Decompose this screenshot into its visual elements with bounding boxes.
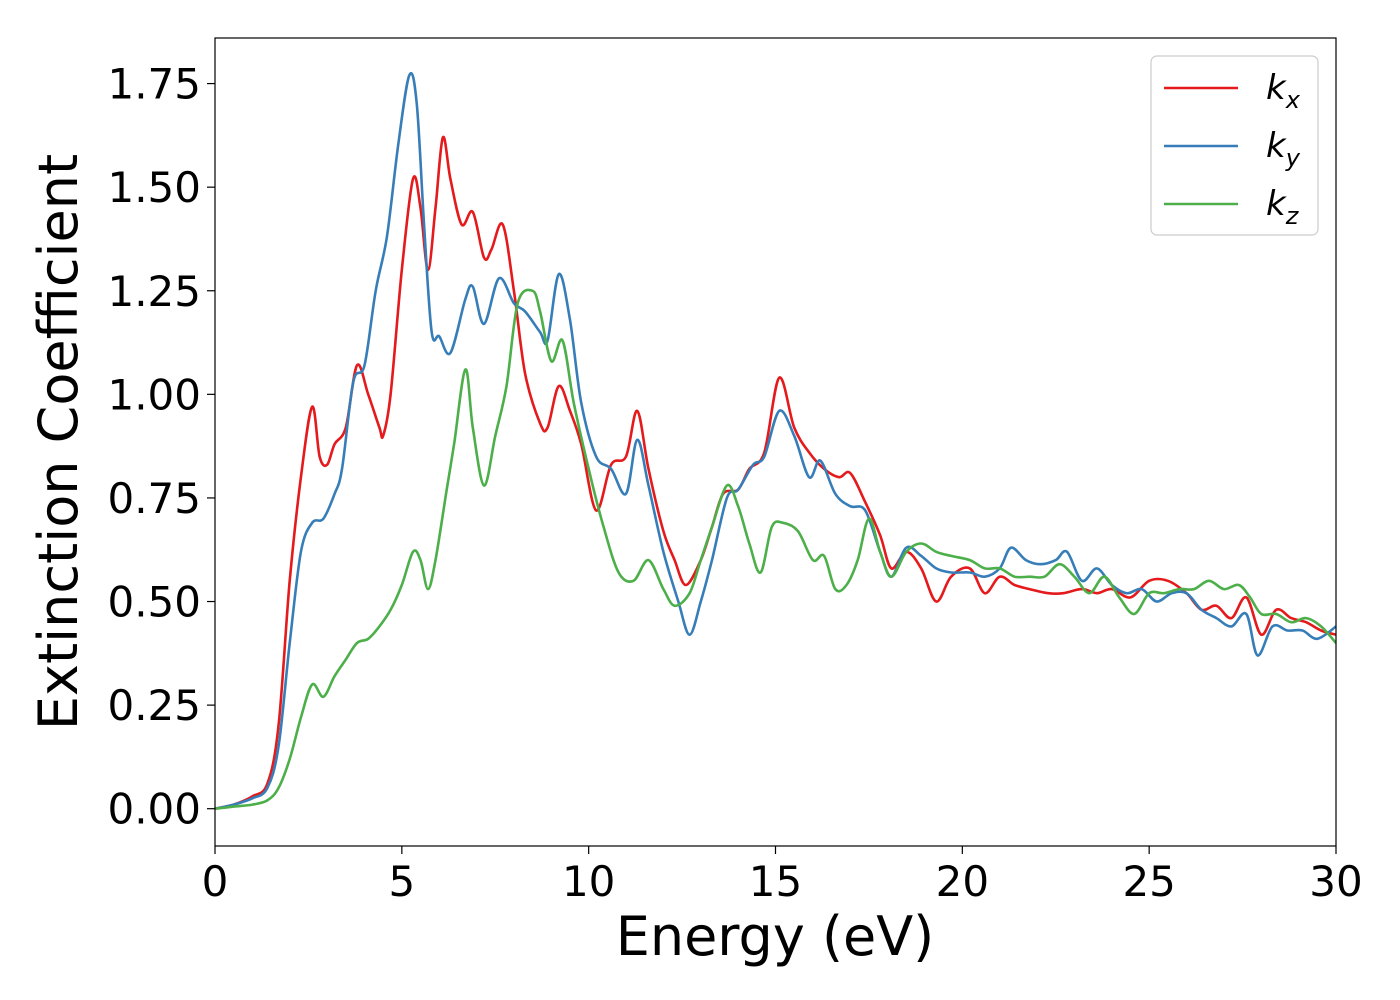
x-tick-label: 30 [1309,857,1362,906]
y-tick-label: 0.75 [107,474,201,523]
y-tick-label: 1.75 [107,60,201,109]
x-axis-label: Energy (eV) [616,905,935,968]
series-line-ky [215,72,1336,810]
x-tick-label: 15 [749,857,802,906]
y-tick-label: 0.50 [107,578,201,627]
y-tick-label: 1.00 [107,370,201,419]
x-tick-label: 10 [562,857,615,906]
plot-lines [215,72,1336,810]
series-line-kz [215,288,1336,810]
x-tick-label: 20 [936,857,989,906]
y-tick-label: 0.00 [107,785,201,834]
y-tick-label: 1.25 [107,267,201,316]
y-tick-label: 0.25 [107,681,201,730]
y-tick-label: 1.50 [107,163,201,212]
y-axis-label: Extinction Coefficient [27,154,90,730]
y-axis: 0.00 0.25 0.50 0.75 1.00 1.25 1.50 1.75 [107,60,215,834]
x-tick-label: 25 [1122,857,1175,906]
x-tick-label: 5 [388,857,415,906]
x-tick-label: 0 [202,857,229,906]
x-axis: 0 5 10 15 20 25 30 [202,846,1363,906]
series-line-kx [215,135,1336,810]
